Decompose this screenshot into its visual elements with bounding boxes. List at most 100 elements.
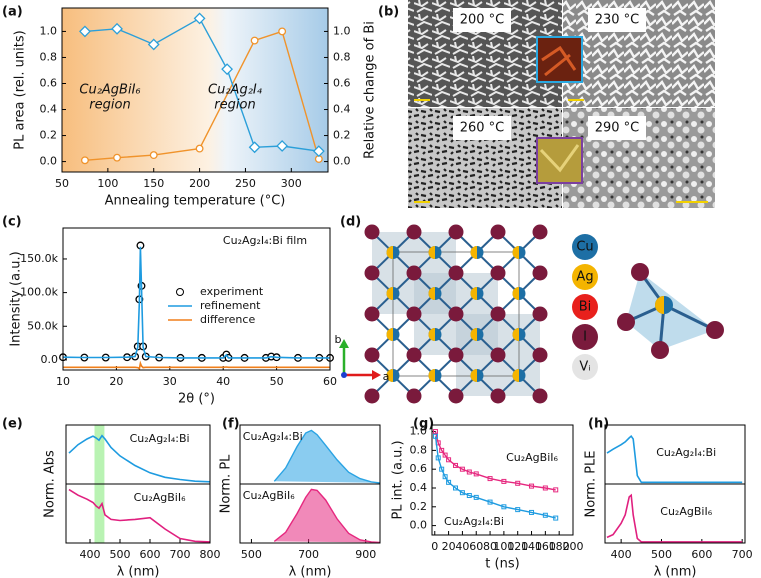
cation-site — [470, 287, 477, 300]
marker — [435, 455, 441, 461]
marker — [453, 462, 458, 468]
panel-label: (d) — [340, 215, 361, 230]
marker — [501, 478, 507, 484]
marker — [487, 499, 493, 505]
element-swatch — [572, 294, 598, 320]
x-tick-label: 100 — [97, 177, 118, 190]
y-tick-label: 100.0k — [20, 286, 58, 299]
marker — [278, 27, 287, 36]
iodide — [448, 388, 464, 404]
y-tick-label: 0.4 — [410, 481, 428, 494]
area — [273, 429, 381, 484]
x-tick-label: 800 — [200, 548, 221, 561]
legend-label: experiment — [200, 285, 264, 298]
element-swatch — [572, 324, 598, 350]
x-tick-label: 30 — [163, 375, 177, 388]
annotation: region — [89, 98, 130, 113]
element-label: Vᵢ — [579, 360, 590, 375]
y-axis-label: Intensity (a.u.) — [9, 251, 24, 346]
marker — [446, 479, 452, 485]
iodide — [406, 306, 422, 322]
area — [273, 488, 381, 544]
x-tick-label: 120 — [507, 540, 528, 553]
y-tick-label: 0.0 — [41, 353, 59, 366]
marker — [466, 493, 472, 499]
y-tick-label: 50.0k — [27, 319, 58, 332]
x-tick-label: 600 — [140, 548, 161, 561]
cation-site — [428, 246, 435, 259]
y2-tick-label: 0.2 — [333, 129, 351, 142]
series-line — [62, 246, 330, 359]
cation-site — [386, 287, 393, 300]
axis-name: a — [383, 370, 390, 383]
cation-site — [470, 369, 477, 382]
photo-detail — [541, 45, 577, 77]
iodide — [532, 388, 548, 404]
marker — [195, 144, 204, 153]
legend-marker — [176, 288, 184, 296]
marker — [149, 151, 158, 160]
bond — [663, 303, 716, 332]
marker — [487, 476, 493, 482]
marker — [446, 457, 452, 463]
plot-frame — [239, 424, 381, 544]
cation-site — [386, 369, 393, 382]
iodide — [448, 265, 464, 281]
iodide — [490, 347, 506, 363]
marker — [553, 487, 559, 493]
marker — [553, 515, 559, 521]
x-axis-label: λ (nm) — [289, 565, 332, 578]
label-box — [453, 8, 511, 32]
y2-tick-label: 0.0 — [333, 155, 351, 168]
marker — [221, 63, 234, 76]
panel-label: (a) — [2, 5, 23, 20]
x-axis-label: 2θ (°) — [178, 392, 215, 407]
iodide — [532, 224, 548, 240]
x-tick-label: 10 — [56, 375, 70, 388]
sem-label: 290 °C — [595, 121, 640, 136]
x-tick-label: 400 — [80, 548, 101, 561]
x-tick-label: 60 — [323, 375, 337, 388]
x-tick-label: 400 — [611, 548, 632, 561]
iodide — [364, 388, 380, 404]
iodide — [406, 265, 422, 281]
marker — [439, 447, 445, 453]
panel-label: (h) — [588, 417, 609, 432]
axis-name: b — [335, 333, 342, 346]
x-tick-label: 60 — [469, 540, 483, 553]
marker — [515, 480, 521, 486]
marker — [466, 469, 472, 475]
marker — [542, 485, 548, 491]
series-line — [606, 435, 743, 484]
cation-site — [512, 246, 519, 259]
label-box — [588, 116, 646, 140]
x-tick-label: 160 — [535, 540, 556, 553]
sem-label: 260 °C — [460, 121, 505, 136]
y-axis-label: Norm. Abs — [43, 450, 58, 518]
y2-tick-label: 0.6 — [333, 76, 351, 89]
iodide — [364, 347, 380, 363]
series-line — [68, 434, 211, 483]
cation-site — [470, 246, 477, 259]
panel-label: (g) — [413, 417, 434, 432]
marker — [459, 490, 465, 496]
marker — [459, 466, 465, 472]
x-tick-label: 100 — [493, 540, 514, 553]
iodide — [532, 347, 548, 363]
y-axis-label: PL int. (a.u.) — [391, 440, 406, 519]
iodide — [490, 224, 506, 240]
x-tick-label: 900 — [355, 548, 376, 561]
marker — [193, 12, 206, 25]
marker — [248, 141, 261, 154]
x-tick-label: 40 — [216, 375, 230, 388]
y-axis-label: Norm. PL — [219, 454, 234, 514]
marker — [276, 140, 289, 152]
marker — [529, 483, 535, 489]
iodide — [651, 341, 669, 359]
legend-label: refinement — [200, 299, 261, 312]
iodide — [448, 224, 464, 240]
x-tick-label: 80 — [483, 540, 497, 553]
label-box — [453, 116, 511, 140]
plot-frame — [65, 424, 211, 544]
annotation: Cu₂Ag₂I₄ — [208, 83, 263, 98]
